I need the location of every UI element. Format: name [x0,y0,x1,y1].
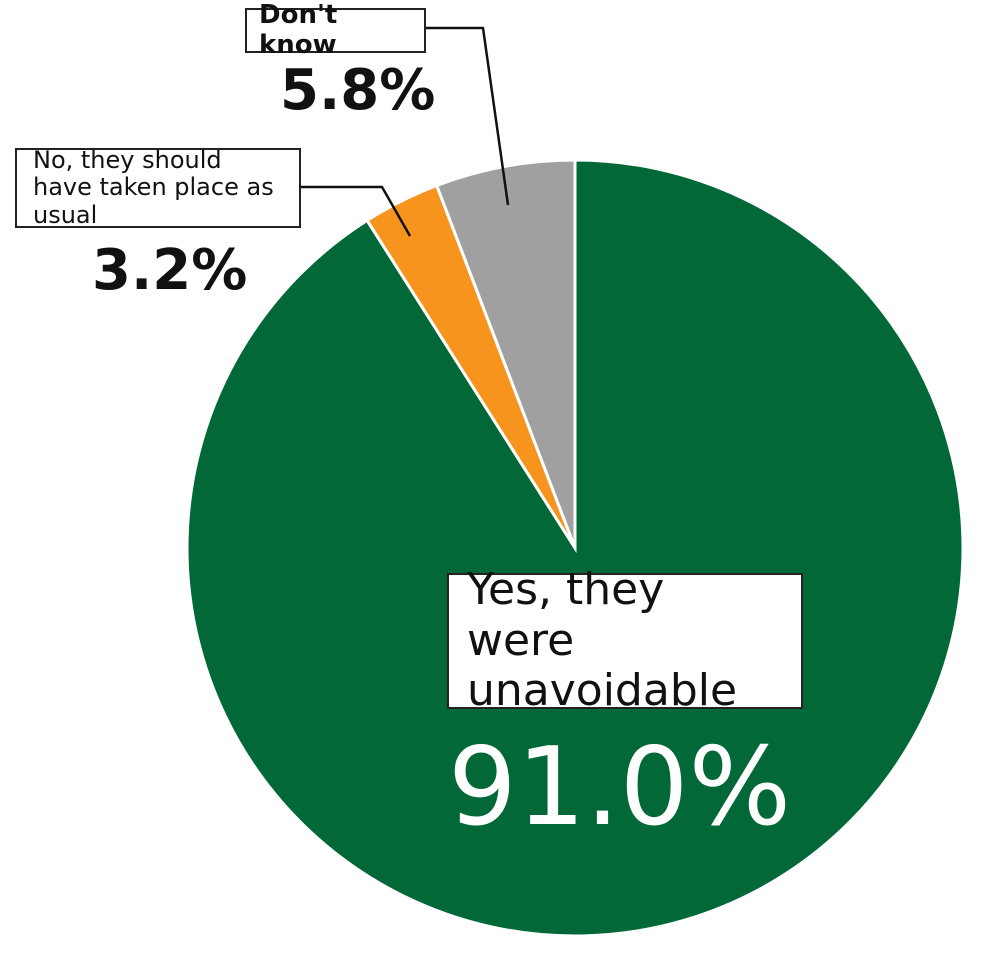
value-label: 5.8% [280,58,436,123]
value-label: 91.0% [448,725,792,850]
leader-line [300,185,412,237]
category-label: No, they should have taken place as usua… [15,146,301,229]
leader-line [425,26,510,206]
category-label: Yes, they were unavoidable [447,564,803,716]
value-label: 3.2% [92,238,248,303]
category-label: Don't know [245,0,426,59]
pie-slice [434,158,577,549]
